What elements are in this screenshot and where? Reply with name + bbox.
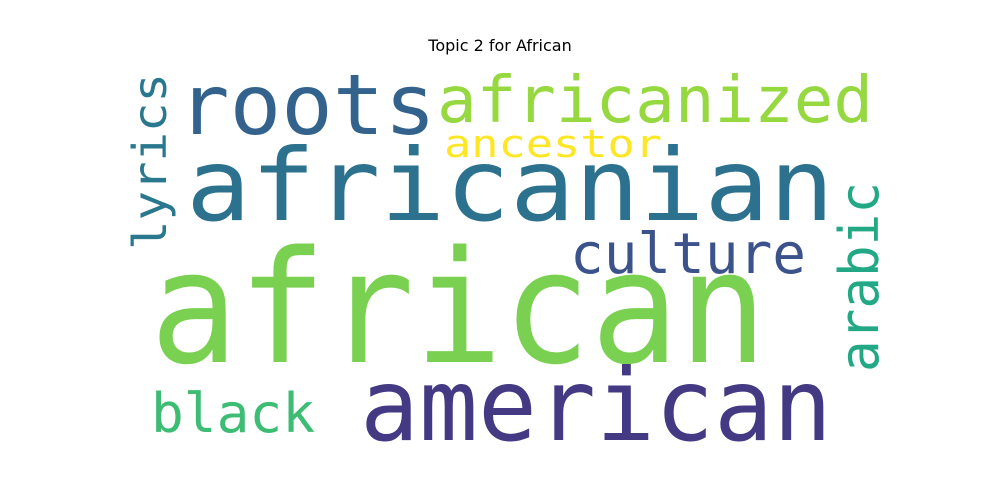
- word-american: american: [360, 347, 832, 464]
- word-lyrics: lyrics: [123, 73, 177, 250]
- word-black: black: [151, 382, 315, 445]
- word-arabic: arabic: [828, 182, 891, 372]
- figure-title: Topic 2 for African: [428, 36, 572, 55]
- word-ancestor: ancestor: [444, 122, 662, 166]
- word-african: african: [150, 217, 767, 399]
- word-roots: roots: [178, 56, 436, 154]
- word-africanian: africanian: [186, 127, 834, 244]
- word-africanized: africanized: [437, 64, 873, 138]
- word-culture: culture: [570, 222, 806, 287]
